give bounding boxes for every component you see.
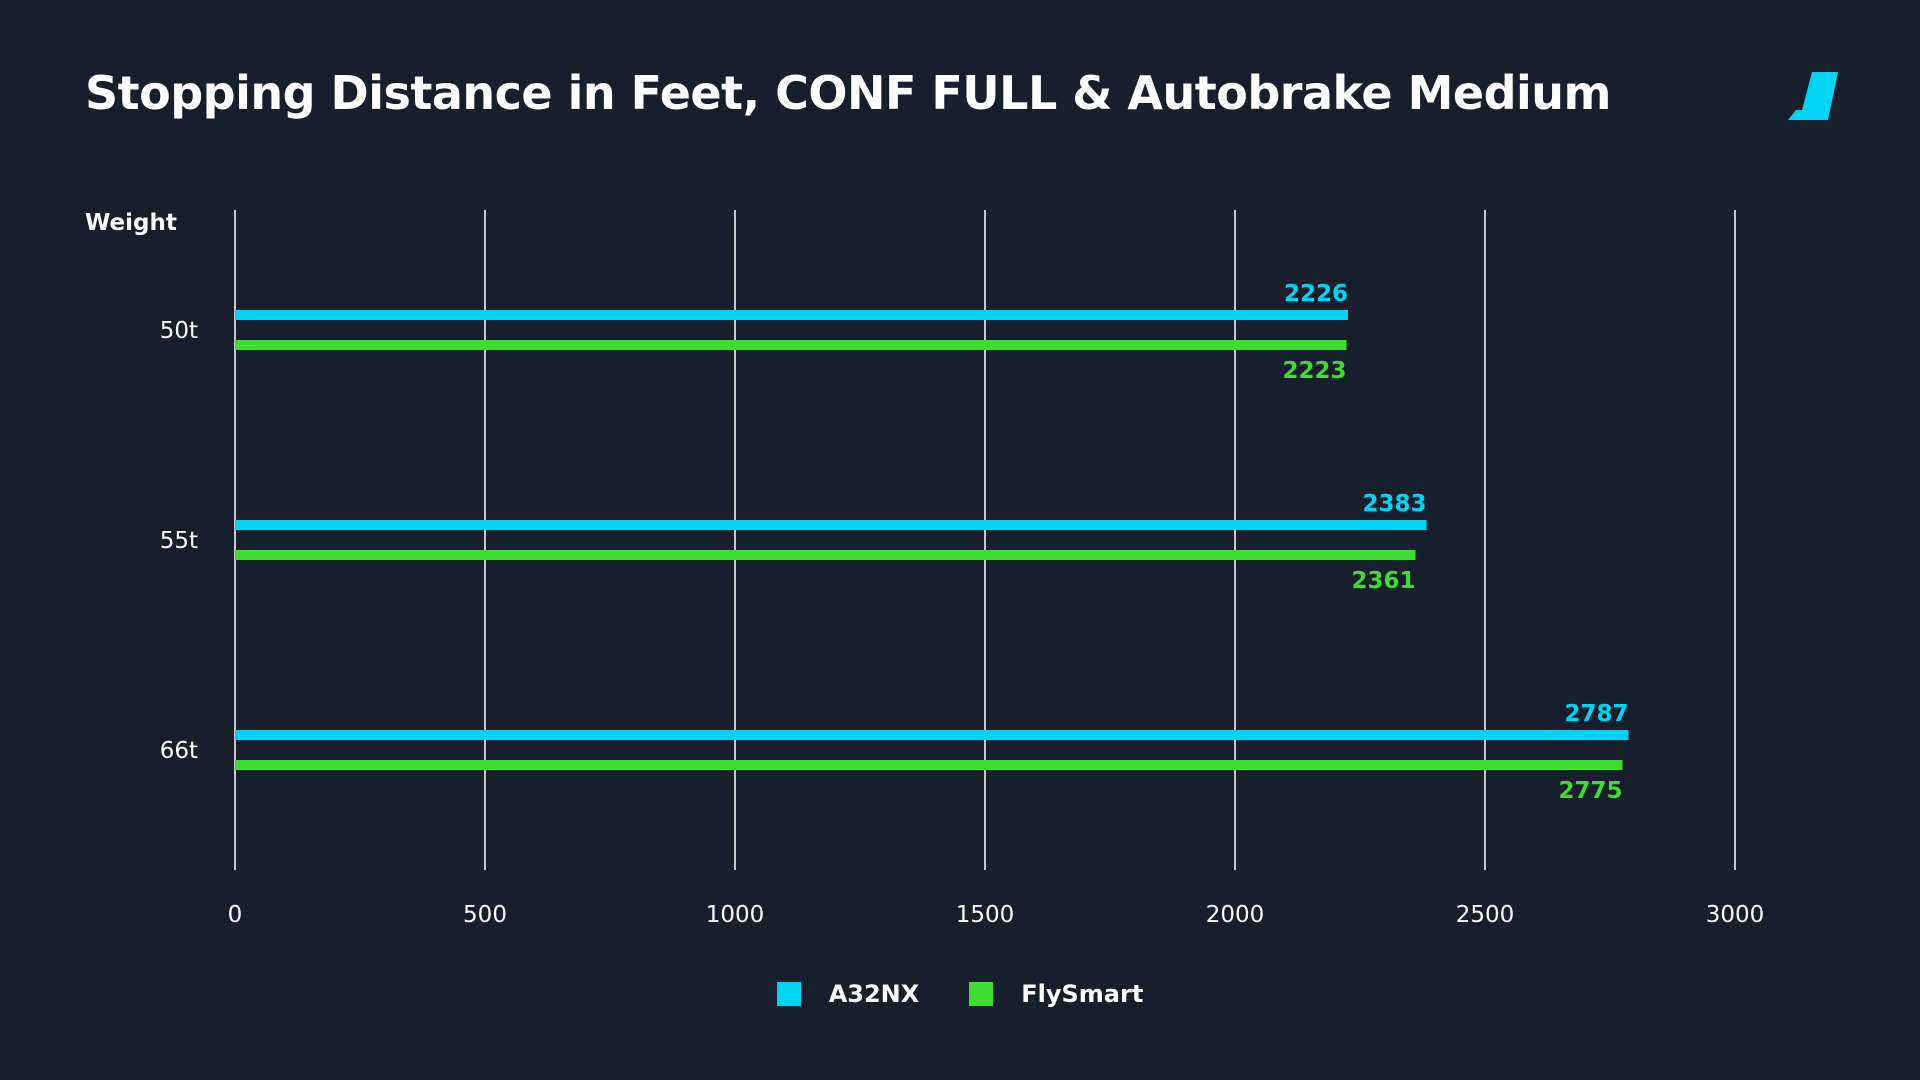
data-label-flysmart-50t: 2223 <box>1282 358 1346 384</box>
bars <box>235 310 1629 770</box>
x-tick-label: 1000 <box>706 902 765 928</box>
x-tick-label: 2500 <box>1456 902 1515 928</box>
legend: A32NX FlySmart <box>0 980 1920 1008</box>
y-tick-label: 50t <box>160 318 198 344</box>
data-label-flysmart-66t: 2775 <box>1558 778 1622 804</box>
bar-a32nx-66t <box>235 730 1629 740</box>
x-tick-label: 3000 <box>1706 902 1765 928</box>
x-tick-label: 0 <box>228 902 243 928</box>
data-label-a32nx-55t: 2383 <box>1362 491 1426 517</box>
y-tick-label: 55t <box>160 528 198 554</box>
data-labels: 2226 2383 2787 2223 2361 2775 <box>1282 281 1628 804</box>
legend-swatch-flysmart <box>969 982 994 1006</box>
x-tick-label: 2000 <box>1206 902 1265 928</box>
data-label-a32nx-50t: 2226 <box>1284 281 1348 307</box>
legend-label-flysmart: FlySmart <box>1021 980 1144 1008</box>
y-axis-ticks: 50t 55t 66t <box>160 318 198 764</box>
legend-label-a32nx: A32NX <box>828 980 920 1008</box>
legend-swatch-a32nx <box>776 982 801 1006</box>
gridlines <box>234 210 1736 870</box>
data-label-a32nx-66t: 2787 <box>1564 701 1628 727</box>
legend-item-flysmart: FlySmart <box>969 980 1143 1008</box>
data-label-flysmart-55t: 2361 <box>1351 568 1415 594</box>
x-tick-label: 1500 <box>956 902 1015 928</box>
bar-a32nx-55t <box>235 520 1427 530</box>
y-tick-label: 66t <box>160 738 198 764</box>
x-axis-ticks: 0 500 1000 1500 2000 2500 3000 <box>228 902 1765 928</box>
chart-title: Stopping Distance in Feet, CONF FULL & A… <box>85 66 1611 120</box>
x-tick-label: 500 <box>463 902 507 928</box>
bar-a32nx-50t <box>235 310 1348 320</box>
bar-flysmart-66t <box>235 760 1623 770</box>
bar-flysmart-50t <box>235 340 1347 350</box>
y-axis-title: Weight <box>85 210 177 236</box>
bar-flysmart-55t <box>235 550 1416 560</box>
legend-item-a32nx: A32NX <box>776 980 920 1008</box>
flybywire-logo-icon <box>1788 72 1838 120</box>
